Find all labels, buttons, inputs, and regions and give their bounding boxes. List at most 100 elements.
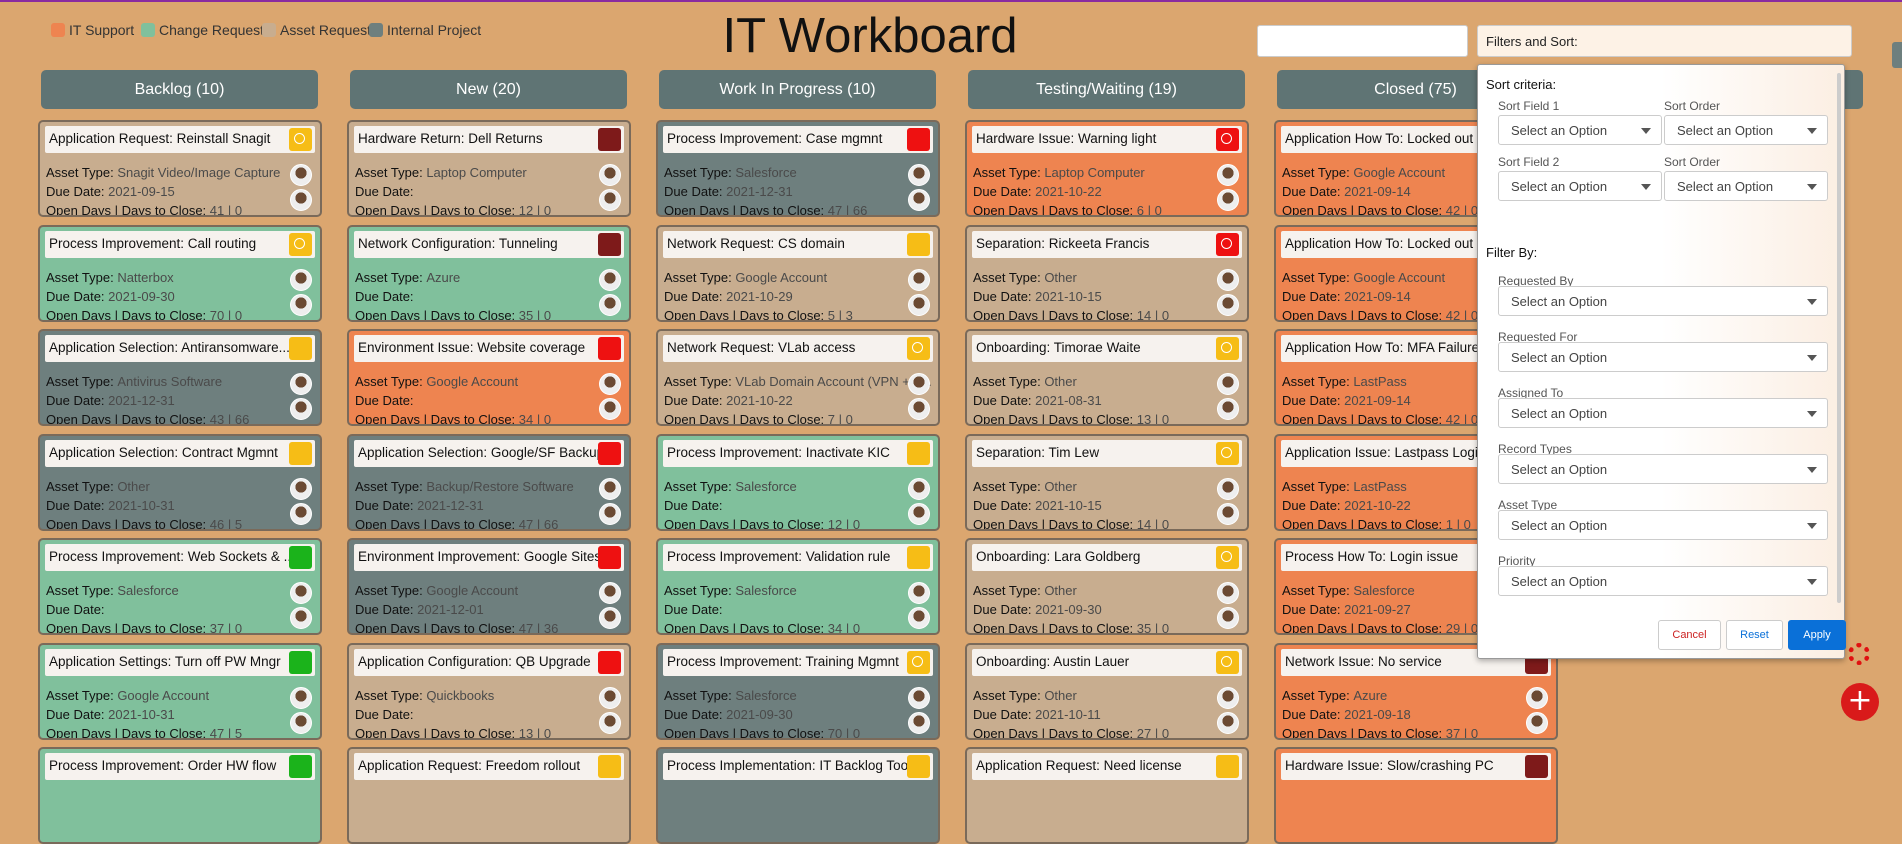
- field-value: Salesforce: [735, 165, 797, 180]
- card[interactable]: Separation: Rickeeta Francis Asset Type: …: [965, 224, 1249, 322]
- card[interactable]: Onboarding: Austin Lauer Asset Type: Othe…: [965, 642, 1249, 740]
- column-header[interactable]: New (20): [350, 70, 627, 109]
- card[interactable]: Application Request: Reinstall Snagit Ass…: [38, 120, 322, 217]
- add-button[interactable]: +: [1841, 683, 1879, 721]
- field-value: Other: [1044, 583, 1077, 598]
- card[interactable]: Application How To: Locked out Asset Type…: [1274, 120, 1558, 217]
- card[interactable]: Process Improvement: Training Mgmnt Asset…: [656, 642, 940, 740]
- filter-select[interactable]: Select an Option: [1498, 342, 1828, 372]
- priority-badge: [598, 232, 621, 256]
- field-label: Asset Type:: [973, 165, 1041, 180]
- board-title: IT Workboard: [722, 9, 1018, 63]
- filter-select[interactable]: Select an Option: [1498, 566, 1828, 596]
- filter-toggle[interactable]: Filters and Sort:: [1477, 25, 1852, 57]
- field-value: 2021-12-31: [417, 497, 484, 513]
- card[interactable]: Process Improvement: Call routing Asset T…: [38, 224, 322, 322]
- field-value: Google Account: [735, 269, 828, 285]
- field-label: Due Date:: [355, 288, 414, 304]
- field-value: 14 | 0: [1136, 307, 1170, 322]
- field-label: Open Days | Days to Close:: [664, 203, 825, 217]
- field-label: Due Date:: [973, 393, 1032, 408]
- card-field: Due Date:: [46, 602, 105, 617]
- sort-select[interactable]: Select an Option: [1664, 171, 1828, 201]
- avatar: [599, 477, 621, 500]
- card-field: Open Days | Days to Close: 41 | 0: [46, 203, 242, 215]
- field-label: Asset Type:: [355, 374, 423, 389]
- card-field: Open Days | Days to Close: 34 | 0: [664, 621, 860, 633]
- panel-button[interactable]: Reset: [1726, 620, 1783, 650]
- field-value: 2021-09-14: [1344, 184, 1411, 199]
- field-label: Asset Type:: [973, 269, 1041, 285]
- card[interactable]: Hardware Issue: Slow/crashing PC: [1274, 747, 1558, 844]
- card[interactable]: Separation: Tim Lew Asset Type: Other Due …: [965, 433, 1249, 531]
- card[interactable]: Onboarding: Timorae Waite Asset Type: Oth…: [965, 329, 1249, 426]
- card[interactable]: Application Configuration: QB Upgrade Ass…: [347, 642, 631, 740]
- settings-icon[interactable]: [1848, 643, 1870, 665]
- field-value: 7 | 0: [827, 412, 853, 426]
- panel-button[interactable]: Apply: [1788, 620, 1846, 650]
- column-header[interactable]: Testing/Waiting (19): [968, 70, 1245, 109]
- card[interactable]: Hardware Issue: Warning light Asset Type:…: [965, 120, 1249, 217]
- sort-select[interactable]: Select an Option: [1498, 171, 1662, 201]
- card-title: Process Improvement: Validation rule: [663, 544, 933, 571]
- panel-button[interactable]: Cancel: [1658, 620, 1721, 650]
- filter-select[interactable]: Select an Option: [1498, 510, 1828, 540]
- card[interactable]: Process Implementation: IT Backlog Tool: [656, 747, 940, 844]
- card-title: Process Improvement: Inactivate KIC: [663, 439, 933, 467]
- card[interactable]: Process Improvement: Inactivate KIC Asset…: [656, 433, 940, 531]
- field-label: Open Days | Days to Close:: [46, 621, 207, 635]
- card[interactable]: Network Request: VLab access Asset Type: …: [656, 329, 940, 426]
- card-field: Asset Type: Salesforce: [1282, 583, 1415, 598]
- card[interactable]: Environment Improvement: Google Sites Ass…: [347, 538, 631, 635]
- card[interactable]: Process Improvement: Order HW flow: [38, 747, 322, 844]
- avatar: [290, 607, 312, 629]
- field-label: Open Days | Days to Close:: [355, 516, 516, 531]
- sort-select[interactable]: Select an Option: [1664, 115, 1828, 145]
- column-header[interactable]: Work In Progress (10): [659, 70, 936, 109]
- sort-select[interactable]: Select an Option: [1498, 115, 1662, 145]
- field-label: Due Date:: [1282, 706, 1341, 722]
- card-field: Open Days | Days to Close: 14 | 0: [973, 517, 1169, 529]
- card[interactable]: Application Selection: Contract Mgmnt Ass…: [38, 433, 322, 531]
- card[interactable]: Application Request: Freedom rollout: [347, 747, 631, 844]
- field-label: Open Days | Days to Close:: [1282, 412, 1443, 426]
- column-header[interactable]: Backlog (10): [41, 70, 318, 109]
- filter-select[interactable]: Select an Option: [1498, 286, 1828, 316]
- avatar: [599, 293, 621, 316]
- card[interactable]: Application Selection: Antiransomware...…: [38, 329, 322, 426]
- field-label: Asset Type:: [973, 478, 1041, 494]
- avatar: [1217, 582, 1239, 604]
- card[interactable]: Network Configuration: Tunneling Asset Ty…: [347, 224, 631, 322]
- card[interactable]: Process Improvement: Validation rule Asse…: [656, 538, 940, 635]
- card[interactable]: Network Request: CS domain Asset Type: Go…: [656, 224, 940, 322]
- side-tab[interactable]: [1892, 42, 1902, 68]
- avatar: [290, 164, 312, 186]
- card[interactable]: Hardware Return: Dell Returns Asset Type:…: [347, 120, 631, 217]
- field-value: Other: [117, 478, 150, 494]
- avatar: [1217, 293, 1239, 316]
- card-title: Hardware Issue: Warning light: [972, 126, 1242, 153]
- priority-badge: [598, 546, 621, 569]
- card-field: Due Date: 2021-12-31: [355, 498, 484, 513]
- filter-select[interactable]: Select an Option: [1498, 398, 1828, 428]
- field-value: 6 | 0: [1136, 203, 1162, 217]
- field-label: Open Days | Days to Close:: [46, 516, 207, 531]
- card-title: Process Improvement: Web Sockets & ...: [45, 544, 315, 571]
- field-label: Open Days | Days to Close:: [973, 412, 1134, 426]
- card-title: Hardware Return: Dell Returns: [354, 126, 624, 153]
- card[interactable]: Process Improvement: Case mgmnt Asset Typ…: [656, 120, 940, 217]
- field-value: 2021-09-18: [1344, 706, 1411, 722]
- card[interactable]: Application Settings: Turn off PW Mngr As…: [38, 642, 322, 740]
- search-box[interactable]: [1257, 25, 1468, 57]
- card-field: Asset Type: Google Account: [1282, 165, 1445, 180]
- card[interactable]: Application Selection: Google/SF Backup A…: [347, 433, 631, 531]
- card[interactable]: Onboarding: Lara Goldberg Asset Type: Oth…: [965, 538, 1249, 635]
- card[interactable]: Application Request: Need license: [965, 747, 1249, 844]
- card[interactable]: Process Improvement: Web Sockets & ... As…: [38, 538, 322, 635]
- filter-select[interactable]: Select an Option: [1498, 454, 1828, 484]
- card[interactable]: Environment Issue: Website coverage Asset…: [347, 329, 631, 426]
- card-field: Due Date: 2021-12-31: [664, 184, 793, 199]
- field-label: Open Days | Days to Close:: [1282, 307, 1443, 322]
- field-value: 43 | 66: [209, 412, 250, 426]
- legend-item: IT Support: [51, 22, 134, 38]
